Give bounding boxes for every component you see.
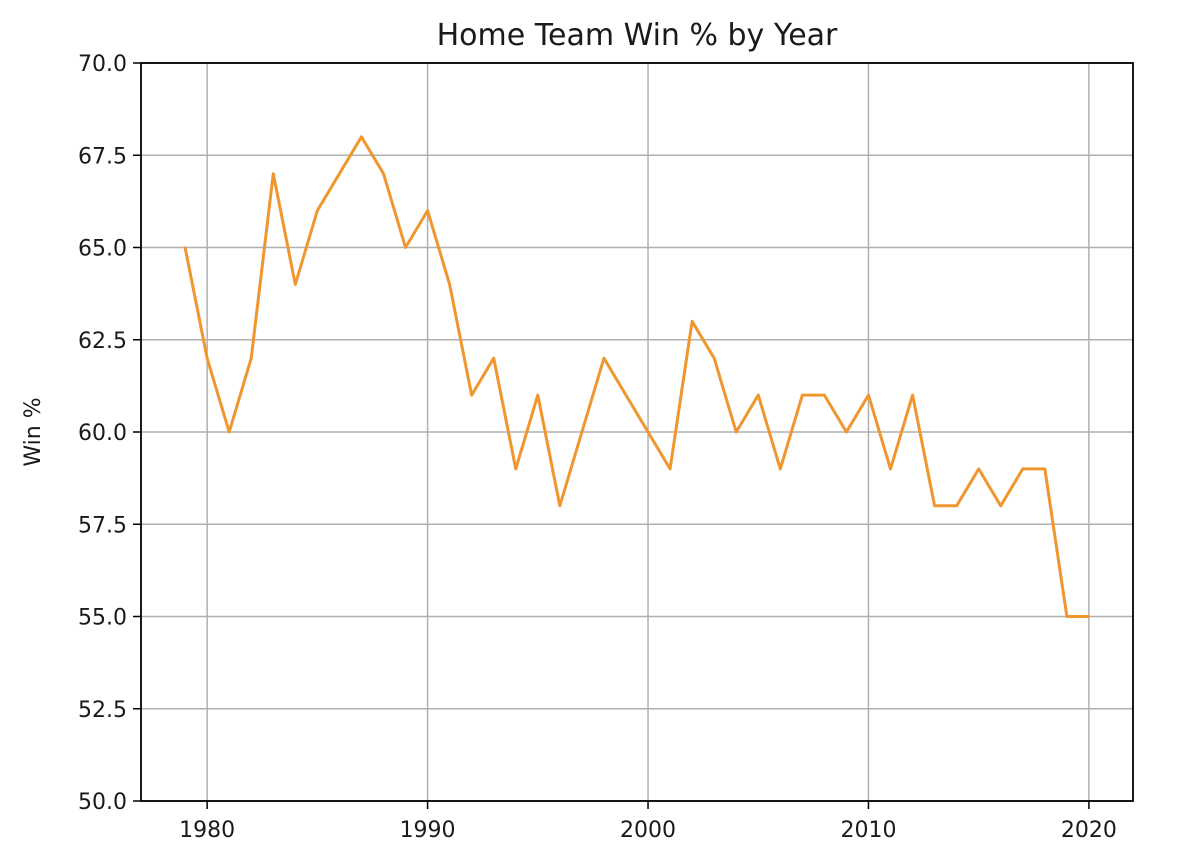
data-point [316,209,319,212]
y-tick-label: 70.0 [78,52,127,77]
data-point [1065,615,1069,618]
data-point [227,430,231,434]
data-point [558,504,562,507]
data-point [404,246,407,249]
data-point [690,320,694,323]
y-tick-label: 60.0 [78,421,127,446]
data-point [955,504,958,507]
data-point [779,467,782,471]
data-point [823,393,826,397]
y-tick-label: 65.0 [78,237,127,262]
data-point [668,467,672,471]
data-point [514,467,517,471]
data-point [712,357,716,360]
x-tick-label: 2000 [620,818,676,843]
x-tick-label: 1990 [400,818,456,843]
data-point [492,357,495,360]
series-layer [183,135,1091,618]
data-point [1043,467,1047,471]
chart-title: Home Team Win % by Year [437,18,838,53]
data-point [536,393,539,397]
data-point [272,172,275,175]
x-tick-label: 2010 [840,818,896,843]
data-point [1021,467,1024,471]
y-tick-label: 62.5 [78,329,127,354]
data-point [867,393,870,397]
data-point [250,357,253,360]
data-point [205,357,209,360]
y-tick-label: 50.0 [78,790,127,815]
x-tick-label: 2020 [1061,818,1117,843]
grid [141,62,1133,802]
data-point [183,246,187,249]
data-point [360,135,363,138]
data-point [338,172,341,175]
y-tick-label: 52.5 [78,698,127,723]
y-tick-label: 57.5 [78,513,127,538]
data-point [889,467,892,471]
series-line [183,135,1089,618]
data-point [602,357,606,360]
data-point [933,504,936,507]
data-point [426,209,429,212]
x-tick-label: 1980 [179,818,235,843]
data-point [624,393,628,397]
y-tick-label: 67.5 [78,144,127,169]
data-point [646,430,650,434]
y-axis-label: Win % [21,397,46,466]
data-point [580,430,584,434]
data-point [977,467,980,471]
ticks: 1980 1990 2000 2010 2020 50.0 52.5 55.0 57.5 60.0… [78,52,1117,843]
data-point [294,283,297,286]
data-point [448,283,451,286]
data-point [845,430,848,434]
data-point [911,393,914,397]
data-point [1087,615,1091,618]
data-point [757,393,760,397]
data-point [999,504,1002,507]
data-point [382,172,385,175]
data-point [470,393,473,397]
data-point [801,393,804,397]
y-tick-label: 55.0 [78,606,127,631]
data-point [735,430,738,434]
